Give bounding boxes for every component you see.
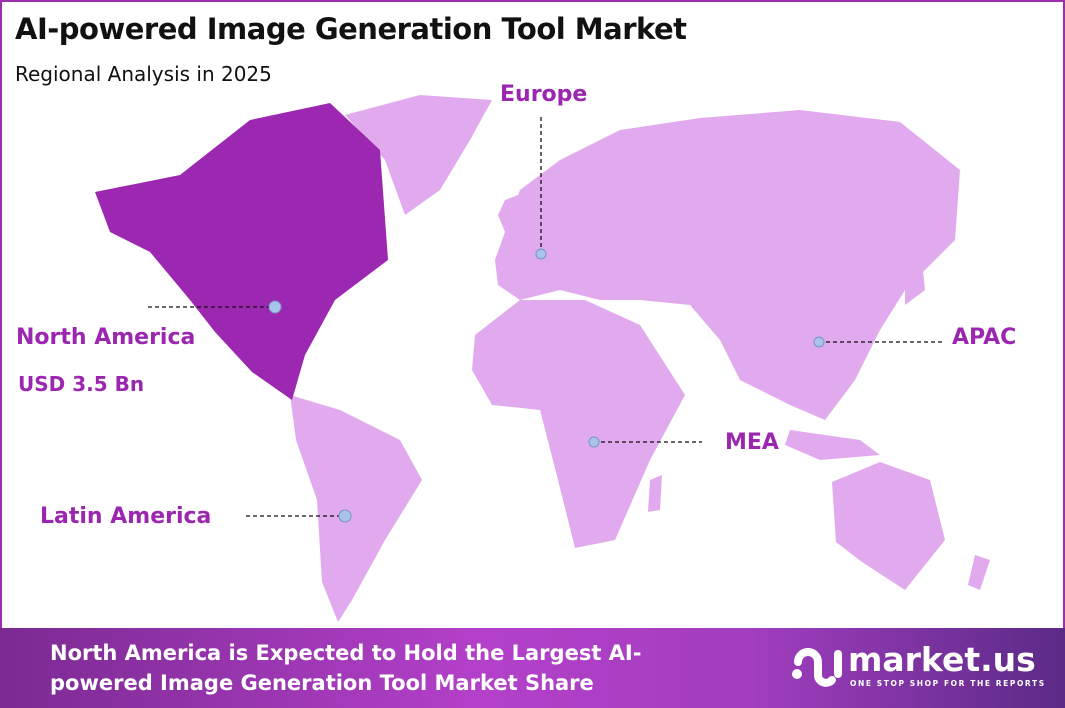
japan	[905, 240, 925, 305]
logo-name: market.us	[848, 640, 1036, 679]
marker-europe	[535, 248, 547, 260]
logo-icon	[792, 648, 842, 687]
indonesia	[785, 430, 880, 460]
frame	[0, 0, 1065, 628]
label-europe: Europe	[500, 82, 588, 107]
label-north-america: North America	[16, 325, 196, 350]
marker-apac	[813, 336, 825, 348]
south-america	[290, 395, 422, 622]
market-us-logo: market.us ONE STOP SHOP FOR THE REPORTS	[790, 640, 1044, 696]
marker-north-america	[268, 300, 282, 314]
label-mea: MEA	[725, 430, 779, 455]
footer-banner: North America is Expected to Hold the La…	[0, 628, 1065, 708]
marker-latin-america	[338, 509, 352, 523]
north-america-value: USD 3.5 Bn	[18, 372, 145, 396]
footer-text: North America is Expected to Hold the La…	[50, 641, 642, 695]
australia	[832, 462, 945, 590]
new-zealand	[968, 555, 990, 590]
greenland	[345, 95, 492, 215]
marker-mea	[588, 436, 600, 448]
label-latin-america: Latin America	[40, 504, 212, 529]
north-america	[95, 103, 388, 400]
page-title: AI-powered Image Generation Tool Market	[15, 12, 687, 46]
africa	[472, 300, 685, 548]
world-map	[95, 95, 990, 622]
logo-tagline: ONE STOP SHOP FOR THE REPORTS	[850, 679, 1046, 688]
page-subtitle: Regional Analysis in 2025	[15, 62, 272, 86]
label-apac: APAC	[952, 325, 1017, 350]
madagascar	[648, 475, 662, 512]
